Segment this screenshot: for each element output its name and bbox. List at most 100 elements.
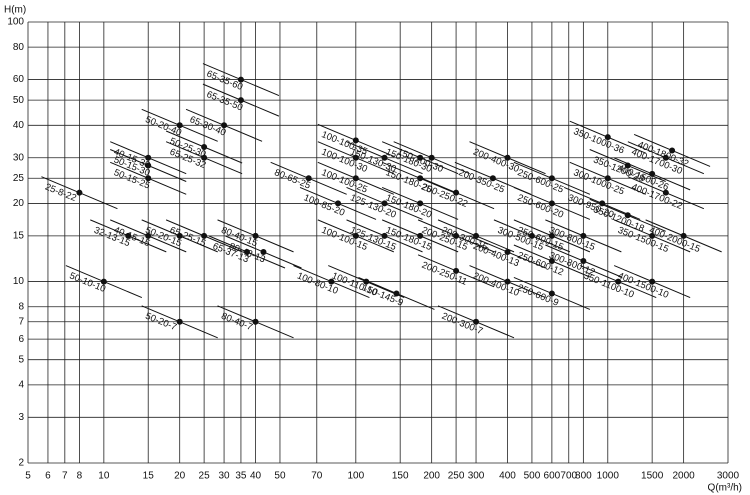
point xyxy=(252,232,259,239)
point xyxy=(548,290,555,297)
point xyxy=(381,232,388,239)
point xyxy=(260,248,267,255)
point xyxy=(305,175,312,182)
y-tick-label: 5 xyxy=(18,354,24,365)
point xyxy=(669,147,676,154)
y-tick-label: 80 xyxy=(13,42,25,53)
point xyxy=(417,200,424,207)
point xyxy=(473,318,480,325)
x-tick-label: 70 xyxy=(311,471,323,482)
y-tick-label: 40 xyxy=(13,120,25,131)
x-tick-label: 1500 xyxy=(641,471,664,482)
point xyxy=(145,232,152,239)
x-tick-label: 3000 xyxy=(717,471,740,482)
point xyxy=(352,154,359,161)
point xyxy=(504,248,511,255)
x-tick-label: 25 xyxy=(199,471,211,482)
x-tick-label: 2000 xyxy=(673,471,696,482)
point xyxy=(381,154,388,161)
point xyxy=(662,154,669,161)
y-axis-title: H(m) xyxy=(4,5,26,16)
x-tick-label: 1000 xyxy=(597,471,620,482)
point xyxy=(580,258,587,265)
y-tick-label: 15 xyxy=(13,231,25,242)
point xyxy=(453,189,460,196)
point xyxy=(604,134,611,141)
point xyxy=(453,232,460,239)
point-label: 200-400-10 xyxy=(471,270,520,298)
point xyxy=(649,232,656,239)
point-label: 200-350-25 xyxy=(457,167,506,195)
y-tick-label: 2 xyxy=(18,458,24,469)
y-tick-label: 30 xyxy=(13,152,25,163)
point xyxy=(604,175,611,182)
point xyxy=(504,278,511,285)
point-label: 200-300-7 xyxy=(440,311,484,337)
point xyxy=(528,232,535,239)
point xyxy=(548,200,555,207)
x-tick-label: 600 xyxy=(544,471,561,482)
x-tick-label: 30 xyxy=(219,471,231,482)
point xyxy=(489,175,496,182)
y-tick-label: 8 xyxy=(18,301,24,312)
point xyxy=(145,162,152,169)
x-tick-label: 6 xyxy=(45,471,51,482)
point xyxy=(237,97,244,104)
point xyxy=(145,175,152,182)
x-tick-label: 100 xyxy=(347,471,364,482)
x-tick-label: 700 xyxy=(560,471,577,482)
point xyxy=(428,154,435,161)
point-label: 200-250-11 xyxy=(420,260,469,288)
y-tick-label: 3 xyxy=(18,412,24,423)
point xyxy=(381,200,388,207)
point-label: 200-400-30 xyxy=(471,147,520,175)
point xyxy=(100,278,107,285)
x-tick-label: 150 xyxy=(392,471,409,482)
point xyxy=(352,175,359,182)
point xyxy=(221,122,228,129)
x-tick-label: 7 xyxy=(62,471,68,482)
y-tick-label: 50 xyxy=(13,95,25,106)
y-tick-label: 4 xyxy=(18,380,24,391)
x-tick-label: 500 xyxy=(524,471,541,482)
y-tick-label: 6 xyxy=(18,334,24,345)
point xyxy=(352,137,359,144)
point xyxy=(237,76,244,83)
point xyxy=(680,232,687,239)
x-tick-label: 40 xyxy=(250,471,262,482)
point xyxy=(176,122,183,129)
point xyxy=(201,143,208,150)
point xyxy=(176,232,183,239)
y-tick-label: 60 xyxy=(13,74,25,85)
point xyxy=(473,232,480,239)
x-tick-label: 20 xyxy=(174,471,186,482)
point xyxy=(328,278,335,285)
point-label: 200-250-22 xyxy=(420,182,469,210)
y-tick-label: 10 xyxy=(13,276,25,287)
y-tick-label: 25 xyxy=(13,173,25,184)
y-tick-label: 100 xyxy=(7,17,24,28)
x-tick-label: 35 xyxy=(235,471,247,482)
x-tick-label: 400 xyxy=(499,471,516,482)
point xyxy=(417,154,424,161)
point xyxy=(649,278,656,285)
point xyxy=(352,232,359,239)
point xyxy=(548,175,555,182)
x-axis-title: Q(m³/h) xyxy=(708,483,742,494)
point xyxy=(125,232,132,239)
point xyxy=(176,318,183,325)
x-tick-label: 15 xyxy=(143,471,155,482)
point xyxy=(201,232,208,239)
point xyxy=(662,189,669,196)
point xyxy=(624,212,631,219)
point xyxy=(76,189,83,196)
y-tick-label: 20 xyxy=(13,198,25,209)
point-label: 250-600-9 xyxy=(516,282,560,308)
point xyxy=(335,200,342,207)
x-tick-label: 800 xyxy=(575,471,592,482)
point xyxy=(393,290,400,297)
point xyxy=(201,154,208,161)
point-label: 250-600-20 xyxy=(516,192,565,220)
y-tick-label: 7 xyxy=(18,316,24,327)
